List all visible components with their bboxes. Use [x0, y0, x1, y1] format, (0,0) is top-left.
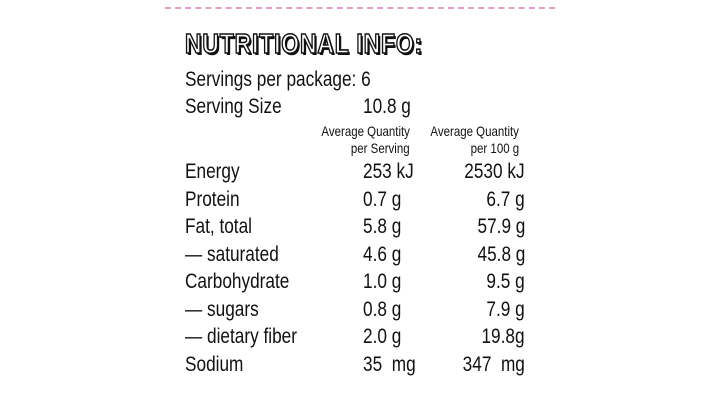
per-100g-value: 19.8g — [481, 325, 525, 348]
column-header: Average Quantity — [321, 123, 410, 139]
row-label: Fat, total — [185, 215, 252, 238]
row-label: — saturated — [185, 242, 279, 266]
row-label: — sugars — [185, 297, 259, 321]
servings-per-package: Servings per package: 6 — [185, 68, 371, 91]
per-100g-value: 57.9 g — [477, 215, 525, 238]
row-label: Sodium — [185, 352, 244, 376]
serving-size-value: 10.8 g — [363, 95, 411, 118]
per-100g-value: 347 mg — [462, 352, 525, 376]
column-header: Average Quantity — [430, 123, 519, 139]
per-100g-value: 9.5 g — [486, 270, 525, 293]
dashed-divider — [165, 7, 555, 9]
per-100g-value: 6.7 g — [486, 187, 525, 211]
per-serving-value: 253 kJ — [363, 160, 414, 183]
row-label: Protein — [185, 187, 240, 211]
per-serving-value: 35 mg — [363, 352, 416, 376]
per-serving-value: 0.8 g — [363, 297, 402, 321]
per-serving-value: 0.7 g — [363, 187, 402, 211]
serving-size-label: Serving Size — [185, 95, 282, 118]
row-label: Energy — [185, 160, 240, 183]
per-serving-value: 4.6 g — [363, 242, 402, 266]
row-label: Carbohydrate — [185, 270, 290, 293]
per-100g-value: 2530 kJ — [464, 160, 525, 183]
title: NUTRITIONAL INFO: — [184, 27, 423, 60]
per-100g-value: 45.8 g — [477, 242, 525, 266]
per-serving-value: 1.0 g — [363, 270, 402, 293]
row-label: — dietary fiber — [185, 325, 297, 348]
per-serving-value: 2.0 g — [363, 325, 402, 348]
column-header: per Serving — [351, 140, 410, 156]
per-serving-value: 5.8 g — [363, 215, 402, 238]
column-header: per 100 g — [470, 140, 519, 156]
per-100g-value: 7.9 g — [486, 297, 525, 321]
